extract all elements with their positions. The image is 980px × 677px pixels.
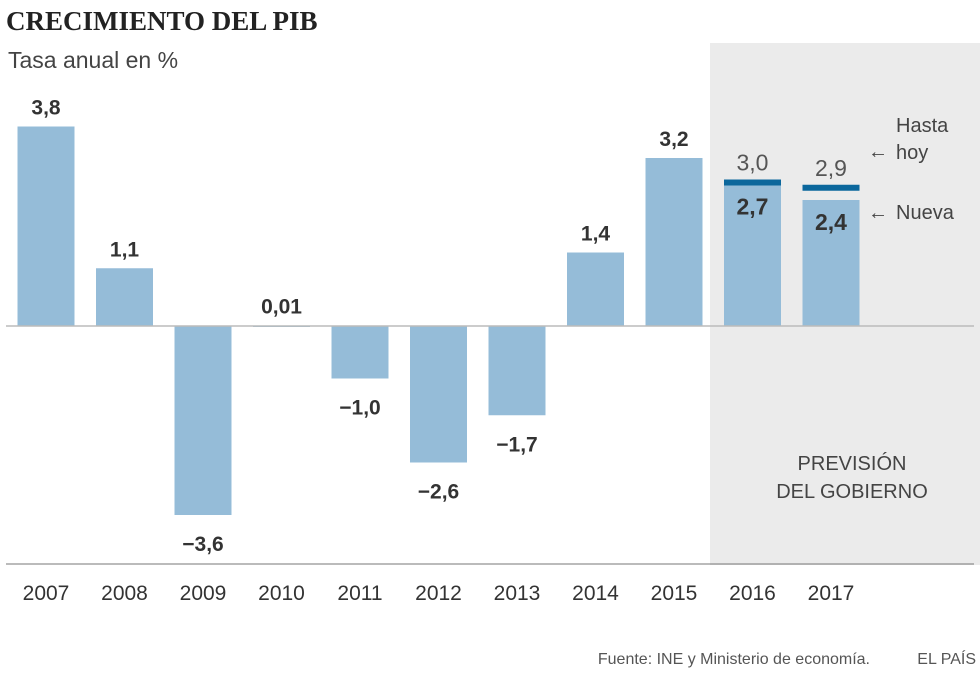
x-tick-2009: 2009 [180, 582, 227, 605]
previous-forecast-label-2016: 3,0 [737, 150, 769, 176]
data-label-2013: −1,7 [496, 433, 537, 456]
data-label-2016: 2,7 [737, 193, 769, 219]
bar-2013 [488, 326, 546, 416]
x-tick-2016: 2016 [729, 582, 776, 605]
legend-arrow-hasta: ← [868, 141, 888, 163]
bar-2011 [331, 326, 389, 379]
x-tick-2014: 2014 [572, 582, 619, 605]
legend-nueva: Nueva [896, 202, 955, 224]
data-label-2012: −2,6 [418, 481, 459, 504]
x-tick-2008: 2008 [101, 582, 148, 605]
data-label-2017: 2,4 [815, 209, 847, 235]
chart-title: CRECIMIENTO DEL PIB [6, 6, 318, 36]
previous-forecast-mark-2017 [802, 184, 860, 191]
data-label-2010: 0,01 [261, 295, 302, 318]
legend-hasta-line2: hoy [896, 142, 928, 164]
brand-logo-text: EL PAÍS [917, 649, 976, 668]
previous-forecast-mark-2016 [724, 179, 781, 186]
bar-2017 [802, 200, 860, 326]
data-label-2014: 1,4 [581, 223, 611, 246]
bar-2007 [17, 126, 75, 326]
forecast-label-line2: DEL GOBIERNO [776, 481, 928, 503]
data-label-2008: 1,1 [110, 238, 140, 261]
x-tick-2012: 2012 [415, 582, 462, 605]
previous-forecast-label-2017: 2,9 [815, 155, 847, 181]
bar-2008 [96, 268, 153, 326]
bar-2012 [410, 326, 467, 463]
x-tick-2017: 2017 [808, 582, 855, 605]
x-tick-2010: 2010 [258, 582, 305, 605]
x-tick-2015: 2015 [651, 582, 698, 605]
data-label-2007: 3,8 [31, 97, 61, 120]
bar-2014 [567, 252, 624, 326]
source-note: Fuente: INE y Ministerio de economía. [598, 651, 870, 668]
data-label-2015: 3,2 [659, 128, 688, 151]
legend-arrow-nueva: ← [868, 202, 888, 224]
bar-2016 [724, 184, 781, 326]
legend-hasta-line1: Hasta [896, 115, 949, 137]
chart-subtitle: Tasa anual en % [8, 47, 178, 73]
bar-2009 [174, 326, 232, 515]
x-tick-2011: 2011 [337, 582, 382, 605]
x-tick-2013: 2013 [494, 582, 541, 605]
x-tick-2007: 2007 [23, 582, 70, 605]
bar-2015 [645, 158, 703, 326]
data-label-2011: −1,0 [339, 397, 380, 420]
forecast-label-line1: PREVISIÓN [798, 452, 907, 475]
data-label-2009: −3,6 [182, 533, 223, 556]
